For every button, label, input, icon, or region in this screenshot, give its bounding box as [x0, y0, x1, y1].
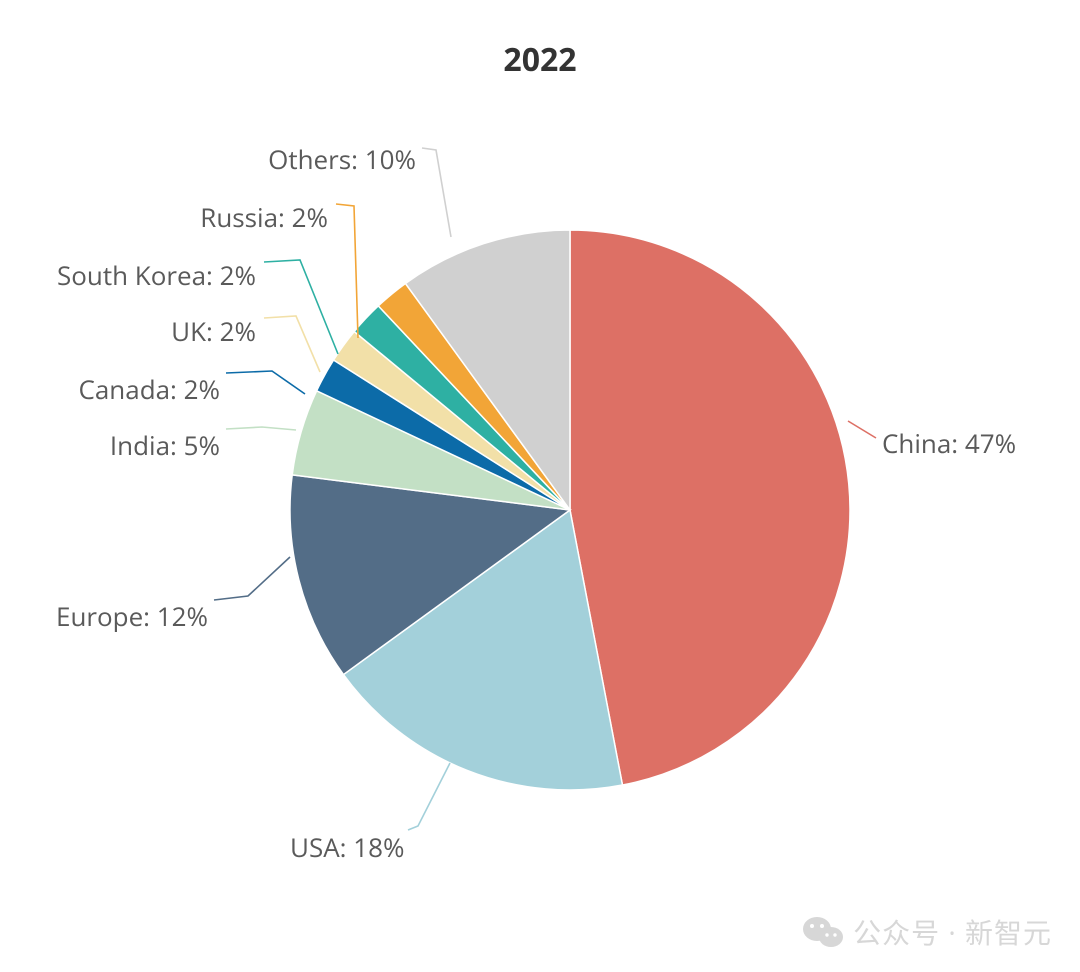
pie-label-china: China: 47%	[882, 425, 1016, 461]
watermark-text: 公众号 · 新智元	[853, 912, 1052, 952]
pie-slice-china	[570, 230, 850, 785]
pie-label-europe: Europe: 12%	[56, 598, 208, 634]
pie-label-others: Others: 10%	[268, 141, 416, 177]
pie-chart	[0, 0, 1080, 972]
pie-label-south-korea: South Korea: 2%	[57, 257, 256, 293]
pie-label-canada: Canada: 2%	[78, 371, 220, 407]
pie-label-india: India: 5%	[110, 427, 220, 463]
pie-label-usa: USA: 18%	[290, 829, 404, 865]
wechat-icon	[803, 915, 843, 949]
pie-label-uk: UK: 2%	[171, 313, 256, 349]
watermark: 公众号 · 新智元	[803, 912, 1052, 952]
pie-label-russia: Russia: 2%	[200, 199, 328, 235]
